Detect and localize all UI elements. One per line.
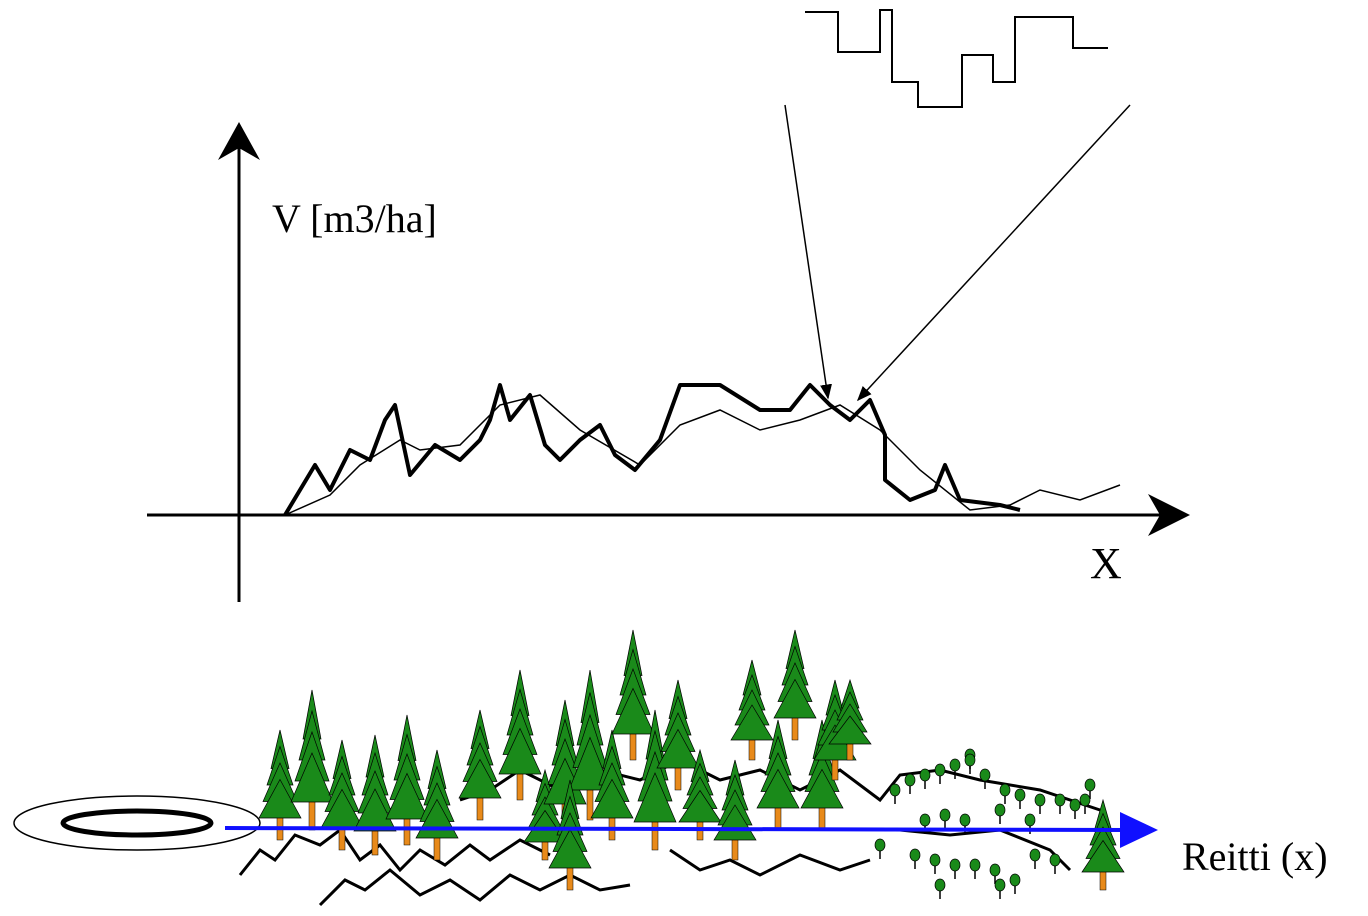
forest	[238, 629, 1125, 907]
tree-crown	[385, 772, 429, 820]
sapling-crown	[1079, 793, 1091, 807]
x-arrowhead	[1148, 494, 1190, 536]
tree-crown	[1081, 839, 1125, 873]
sapling-crown	[904, 773, 916, 787]
y-arrowhead	[218, 122, 260, 160]
sapling-crown	[959, 813, 971, 827]
tree-crown	[548, 828, 592, 869]
tree-crown	[828, 715, 872, 745]
sapling-crown	[1014, 788, 1026, 802]
sapling-crown	[1069, 798, 1081, 812]
sapling-crown	[939, 808, 951, 822]
sapling-crown	[934, 878, 946, 892]
sapling-crown	[949, 758, 961, 772]
step-profile	[805, 9, 1108, 108]
tree-crown	[290, 752, 334, 803]
sapling-crown	[919, 768, 931, 782]
tree-crown	[353, 788, 397, 832]
sapling-crown	[979, 768, 991, 782]
y-axis-label: V [m3/ha]	[272, 196, 437, 241]
tree-crown	[678, 789, 722, 823]
ground-line	[238, 827, 551, 876]
sapling-crown	[964, 753, 976, 767]
route-arrowhead	[1120, 812, 1158, 848]
sapling-crown	[929, 853, 941, 867]
sapling-crown	[999, 783, 1011, 797]
pointer-arrow	[856, 104, 1131, 402]
sapling-crown	[874, 838, 886, 852]
tree-crown	[730, 704, 774, 741]
tree-crown	[773, 678, 817, 719]
tree-crown	[611, 687, 655, 735]
sapling-crown	[949, 858, 961, 872]
tree-crown	[800, 768, 844, 809]
route-label: Reitti (x)	[1182, 834, 1328, 879]
sapling-crown	[1054, 793, 1066, 807]
start-ring	[13, 795, 261, 851]
sapling-crown	[889, 783, 901, 797]
sapling-crown	[909, 848, 921, 862]
tree-crown	[633, 772, 677, 823]
tree-crown	[523, 809, 567, 843]
sapling-crown	[1024, 813, 1036, 827]
sapling-crown	[994, 878, 1006, 892]
start-ring	[60, 808, 214, 838]
ground-line	[899, 828, 1072, 872]
tree-crown	[458, 758, 502, 799]
sapling-crown	[989, 863, 1001, 877]
sapling-crown	[1049, 853, 1061, 867]
sapling-crown	[969, 858, 981, 872]
ground-line	[669, 848, 871, 877]
x-axis-label: X	[1090, 539, 1122, 588]
ground-line	[318, 868, 631, 907]
sapling-crown	[1084, 778, 1096, 792]
pointer-arrow	[784, 104, 832, 400]
tree-crown	[498, 727, 542, 775]
sapling-crown	[1029, 848, 1041, 862]
sapling-crown	[1034, 793, 1046, 807]
tree-crown	[656, 728, 700, 769]
estimated-curve	[284, 394, 1121, 516]
tree-crown	[258, 778, 302, 819]
tree-crown	[713, 804, 757, 841]
tree-crown	[590, 778, 634, 819]
tree-crown	[568, 736, 612, 791]
measured-curve	[283, 383, 1021, 517]
tree-crown	[756, 768, 800, 809]
sapling-crown	[919, 813, 931, 827]
sapling-crown	[994, 803, 1006, 817]
sapling-crown	[1009, 873, 1021, 887]
sapling-crown	[934, 763, 946, 777]
route-line	[224, 826, 1131, 832]
